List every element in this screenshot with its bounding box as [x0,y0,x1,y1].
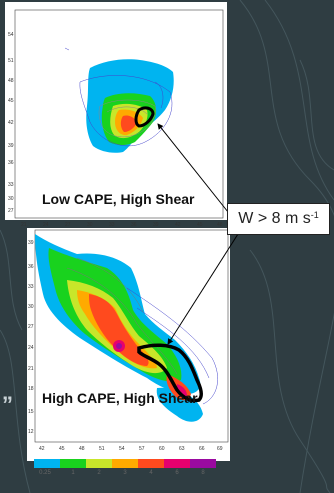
x-tick: 39 [153,222,159,228]
y-tick: 45 [8,98,14,104]
bottom-reflectivity-red [89,294,149,366]
colorbar-label: 1 [71,470,75,476]
y-tick: 36 [8,160,14,166]
top-updraft-contour [134,106,155,128]
x-tick: 54 [119,446,125,452]
reflectivity-colorbar: 0.25 1 2 3 4 6 8 [28,459,228,493]
colorbar-label: 4 [149,470,153,476]
y-tick: 21 [28,366,34,372]
x-tick: 27 [65,222,71,228]
x-tick: 36 [131,222,137,228]
bottom-reflectivity-blue-tail [156,387,203,422]
x-tick: 21 [21,222,27,228]
y-tick: 54 [8,32,14,38]
y-tick: 51 [8,58,14,64]
bottom-reflectivity-tail-magenta [177,384,187,397]
colorbar-label: 2 [97,470,101,476]
y-tick: 33 [28,284,34,290]
callout-text: W > 8 m s [238,210,311,227]
x-tick: 57 [139,446,145,452]
bottom-y-axis: 39 36 33 30 27 24 21 18 15 12 [28,240,34,435]
y-tick: 30 [8,196,14,202]
bottom-updraft-contour [137,343,203,403]
x-tick: 66 [199,446,205,452]
bottom-x-axis: 42 45 48 51 54 57 60 63 66 69 [39,446,223,452]
updraft-threshold-callout: W > 8 m s -1 [227,203,330,235]
colorbar-segment [164,459,190,468]
x-tick: 45 [59,446,65,452]
y-tick: 18 [28,386,34,392]
top-x-tick-row: 21 24 27 30 33 36 39 42 45 48 [21,222,223,228]
colorbar-segment [112,459,138,468]
x-tick: 63 [179,446,185,452]
colorbar-segment [138,459,164,468]
quote-glyph: ” [2,392,13,417]
top-y-axis: 54 51 48 45 42 39 36 33 30 27 [8,32,14,214]
x-tick: 60 [159,446,165,452]
y-tick: 42 [8,120,14,126]
x-tick: 48 [79,446,85,452]
top-plot-frame [14,9,224,219]
y-tick: 27 [28,324,34,330]
y-tick: 36 [28,264,34,270]
colorbar-segment [60,459,86,468]
x-tick: 45 [197,222,203,228]
y-tick: 15 [28,409,34,415]
colorbar-label: 8 [201,470,205,476]
arrow-to-bottom-updraft [167,233,239,345]
colorbar-segment [34,459,60,468]
top-radar-panel: 54 51 48 45 42 39 36 33 30 27 Low CAPE, … [5,2,227,220]
colorbar-segment [86,459,112,468]
x-tick: 42 [39,446,45,452]
top-reflectivity-red [120,115,137,132]
bottom-reflectivity-purple [116,343,122,349]
colorbar-segment [190,459,216,468]
y-tick: 39 [8,143,14,149]
y-tick: 12 [28,429,34,435]
top-panel-label: Low CAPE, High Shear [42,191,195,207]
x-tick: 33 [109,222,115,228]
x-tick: 30 [87,222,93,228]
callout-superscript: -1 [310,210,319,220]
y-tick: 39 [28,240,34,246]
bottom-radar-plot: 39 36 33 30 27 24 21 18 15 12 42 45 48 5… [28,229,229,452]
y-tick: 24 [28,345,34,351]
y-tick: 30 [28,304,34,310]
colorbar-label: 6 [175,470,179,476]
x-tick: 24 [43,222,49,228]
bottom-radar-panel: 39 36 33 30 27 24 21 18 15 12 42 45 48 5… [27,228,230,461]
colorbar-label: 3 [123,470,127,476]
x-tick: 48 [217,222,223,228]
y-tick: 27 [8,208,14,214]
colorbar-label: 0.25 [39,470,51,476]
y-tick: 48 [8,78,14,84]
top-radar-plot: 54 51 48 45 42 39 36 33 30 27 [8,9,224,219]
arrow-to-top-updraft [157,123,229,213]
bottom-panel-label: High CAPE, High Shear [42,390,198,406]
x-tick: 69 [217,446,223,452]
x-tick: 42 [175,222,181,228]
y-tick: 33 [8,182,14,188]
x-tick: 51 [99,446,105,452]
